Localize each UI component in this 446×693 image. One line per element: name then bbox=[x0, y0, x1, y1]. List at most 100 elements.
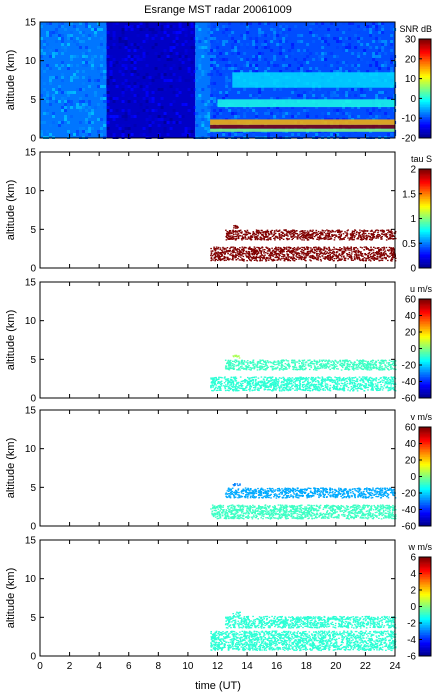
data-point bbox=[359, 238, 362, 241]
noise-cell bbox=[198, 88, 202, 91]
data-point bbox=[277, 256, 280, 259]
noise-cell bbox=[324, 52, 328, 55]
noise-cell bbox=[181, 61, 185, 64]
data-point bbox=[283, 379, 286, 381]
data-point bbox=[338, 249, 341, 252]
data-point bbox=[226, 379, 228, 381]
noise-cell bbox=[106, 109, 110, 112]
data-point bbox=[331, 252, 333, 254]
data-point bbox=[351, 379, 354, 381]
noise-cell bbox=[163, 73, 167, 76]
data-point bbox=[376, 251, 378, 253]
data-point bbox=[321, 376, 324, 378]
noise-cell bbox=[49, 76, 52, 79]
data-point bbox=[218, 256, 221, 259]
data-point bbox=[388, 387, 391, 389]
noise-cell bbox=[88, 37, 91, 40]
data-point bbox=[298, 388, 300, 390]
noise-cell bbox=[49, 31, 52, 34]
data-point bbox=[305, 378, 307, 381]
data-point bbox=[310, 235, 313, 237]
data-point bbox=[238, 252, 241, 254]
data-point bbox=[271, 376, 274, 378]
data-point bbox=[301, 249, 303, 251]
data-point bbox=[365, 246, 367, 248]
data-point bbox=[292, 247, 294, 250]
noise-cell bbox=[79, 22, 82, 25]
colorbar-swatch bbox=[419, 55, 431, 58]
data-point bbox=[338, 248, 340, 251]
data-point bbox=[350, 247, 352, 250]
data-point bbox=[302, 247, 305, 249]
data-point bbox=[379, 257, 381, 259]
data-point bbox=[329, 255, 331, 257]
noise-cell bbox=[136, 49, 140, 52]
noise-cell bbox=[43, 40, 46, 43]
data-point bbox=[363, 246, 366, 248]
data-point bbox=[216, 253, 218, 255]
data-point bbox=[280, 248, 283, 250]
data-point bbox=[371, 252, 373, 255]
data-point bbox=[317, 233, 319, 235]
noise-cell bbox=[160, 52, 164, 55]
noise-cell bbox=[130, 43, 134, 46]
noise-cell bbox=[390, 28, 394, 31]
noise-cell bbox=[130, 28, 134, 31]
colorbar-swatch bbox=[419, 243, 431, 246]
snr-layer-0 bbox=[210, 124, 395, 129]
data-point bbox=[267, 239, 269, 241]
noise-cell bbox=[237, 115, 241, 118]
data-point bbox=[269, 251, 272, 253]
noise-cell bbox=[64, 100, 67, 103]
data-point bbox=[224, 252, 226, 254]
data-point bbox=[287, 384, 289, 386]
noise-cell bbox=[73, 91, 76, 94]
noise-cell bbox=[357, 34, 361, 37]
data-point bbox=[225, 259, 227, 261]
noise-cell bbox=[195, 79, 199, 82]
noise-cell bbox=[303, 106, 307, 109]
data-point bbox=[213, 389, 216, 391]
noise-cell bbox=[375, 115, 379, 118]
noise-cell bbox=[106, 124, 110, 127]
data-point bbox=[235, 377, 238, 379]
data-point bbox=[248, 246, 251, 248]
data-point bbox=[223, 249, 226, 251]
data-point bbox=[361, 253, 364, 255]
data-point bbox=[350, 386, 353, 388]
noise-cell bbox=[145, 34, 149, 37]
data-point bbox=[351, 234, 354, 236]
tau-x-ticks bbox=[39, 152, 396, 268]
data-point bbox=[354, 229, 356, 231]
noise-cell bbox=[169, 73, 173, 76]
noise-cell bbox=[276, 64, 280, 67]
noise-cell bbox=[112, 37, 116, 40]
data-point bbox=[286, 384, 288, 387]
data-point bbox=[356, 231, 358, 233]
colorbar-swatch bbox=[419, 216, 431, 219]
colorbar-swatch bbox=[419, 228, 431, 231]
noise-cell bbox=[97, 22, 100, 25]
data-point bbox=[227, 387, 230, 389]
data-point bbox=[352, 239, 354, 241]
data-point bbox=[263, 239, 266, 241]
noise-cell bbox=[366, 43, 370, 46]
noise-cell bbox=[127, 82, 131, 85]
u-layer-0 bbox=[210, 376, 397, 392]
noise-cell bbox=[115, 124, 119, 127]
data-point bbox=[258, 247, 260, 249]
data-point bbox=[262, 238, 264, 240]
noise-cell bbox=[336, 112, 340, 115]
data-point bbox=[278, 387, 281, 389]
noise-cell bbox=[258, 67, 262, 70]
data-point bbox=[292, 255, 294, 257]
data-point bbox=[314, 384, 317, 386]
data-point bbox=[337, 230, 340, 232]
data-point bbox=[218, 254, 220, 256]
noise-cell bbox=[276, 106, 280, 109]
data-point bbox=[238, 255, 240, 258]
noise-cell bbox=[282, 22, 286, 25]
noise-cell bbox=[324, 97, 328, 100]
data-point bbox=[232, 256, 234, 258]
data-point bbox=[317, 257, 320, 259]
